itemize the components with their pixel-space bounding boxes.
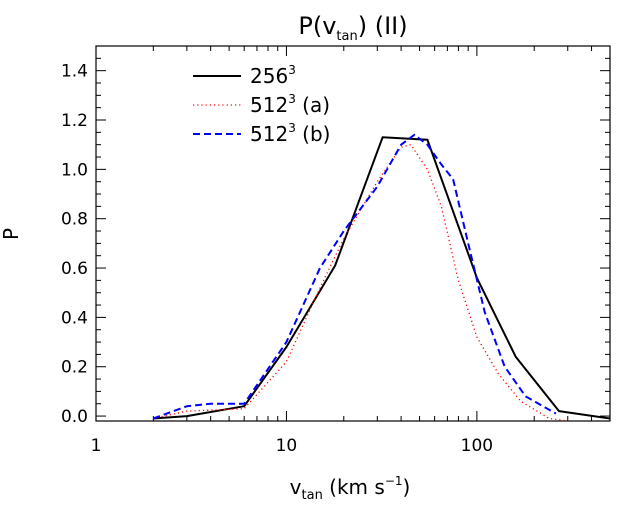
legend-label-2: 5123 (a) <box>250 92 330 117</box>
series-line-2 <box>153 144 568 422</box>
legend-label-3: 5123 (b) <box>250 121 331 146</box>
y-tick-label: 0.4 <box>61 308 88 328</box>
series-layer <box>152 133 611 422</box>
y-tick-label: 1.4 <box>61 62 88 82</box>
plot-axes: 0.0 0.2 0.4 0.6 0.8 1.0 1.2 1.4 1 10 100 <box>61 45 611 456</box>
y-tick-label: 1.2 <box>61 111 88 131</box>
x-tick-label: 100 <box>461 436 493 456</box>
x-axis-label: vtan (km s−1) <box>290 474 411 503</box>
y-tick-label: 0.6 <box>61 259 88 279</box>
series-line-1 <box>153 136 611 420</box>
y-tick-label: 1.0 <box>61 160 88 180</box>
y-axis-label: P <box>0 228 23 240</box>
plot-frame <box>95 45 611 422</box>
series-line-3 <box>152 133 557 420</box>
chart-labels: P(vtan) (II) vtan (km s−1) P <box>0 12 410 503</box>
y-tick-label: 0.8 <box>61 210 88 230</box>
legend-label-1: 2563 <box>250 63 296 88</box>
legend: 2563 5123 (a) 5123 (b) <box>193 63 331 146</box>
x-tick-label: 10 <box>276 436 298 456</box>
y-tick-label: 0.0 <box>61 407 88 427</box>
x-tick-label: 1 <box>91 436 102 456</box>
y-tick-label: 0.2 <box>61 358 88 378</box>
chart-title: P(vtan) (II) <box>298 12 407 44</box>
